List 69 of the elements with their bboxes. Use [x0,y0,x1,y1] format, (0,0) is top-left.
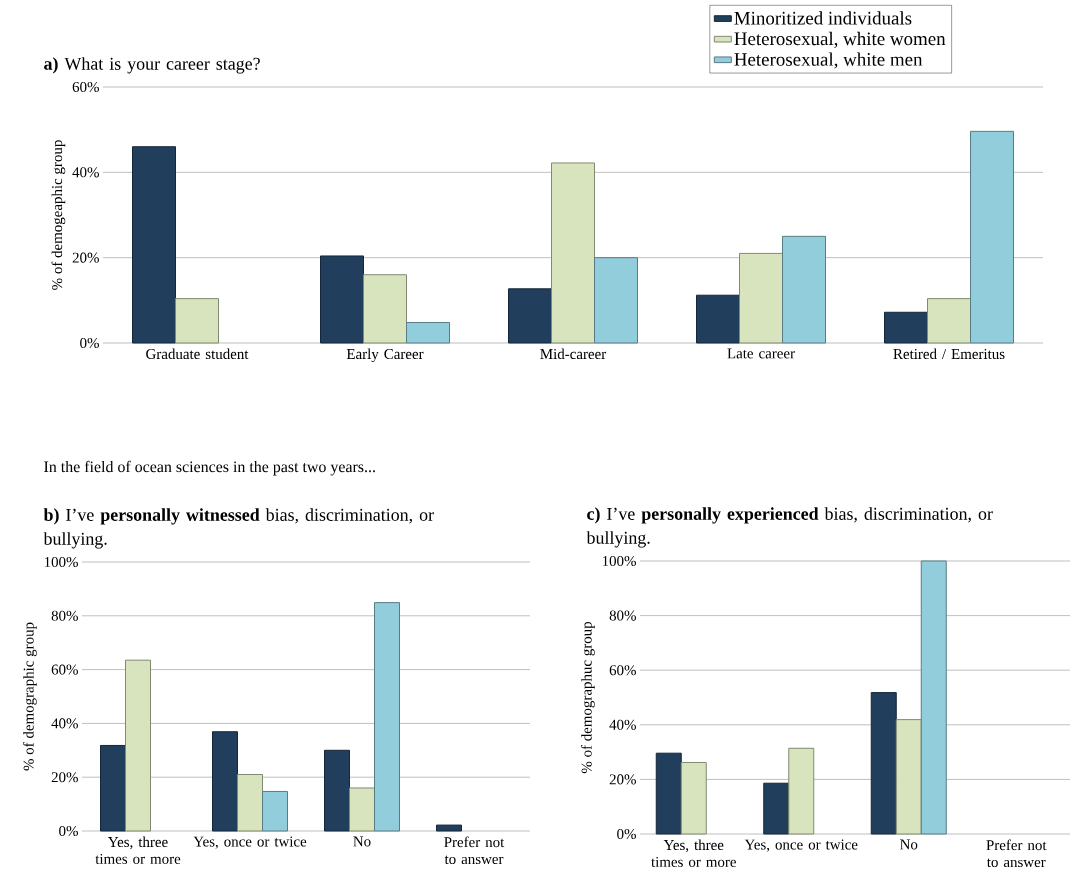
chart-title: c) I’ve personally experienced bias, discrimination, or bullying. [586,507,993,548]
bar [212,731,238,832]
x-tick-label: No [353,836,371,847]
bar [763,782,790,835]
y-tick-label: 0% [80,337,99,349]
y-tick-label: 60% [609,665,636,676]
bar [125,659,151,832]
bar [363,274,407,344]
x-tick-label: Yes, once or twice [744,839,858,852]
y-axis-title: % of demogeaphic group [51,140,66,290]
bar [320,255,364,344]
y-tick-label: 80% [51,610,78,621]
bar [551,162,595,344]
bar [436,824,462,832]
chart-title: b) I’ve personally witnessed bias, discrimination, or bullying. [43,508,434,549]
x-tick-label: Yes, three times or more [651,839,736,867]
x-tick-label: Retired / Emeritus [893,348,1005,360]
y-tick-label: 40% [72,167,99,178]
bar [884,311,929,344]
x-tick-label: Yes, once or twice [193,836,307,849]
bar [895,719,922,835]
chart-title: a) What is your career stage? [44,57,260,74]
bar [927,298,972,344]
bar [594,257,638,344]
bar [132,146,176,344]
bar [324,749,350,832]
bar [870,692,897,835]
y-tick-label: 60% [51,664,78,675]
bar [782,235,827,344]
x-tick-label: Late career [727,348,795,359]
x-tick-label: Graduate student [146,348,249,360]
text: In the field of ocean sciences in the past two years... [44,460,375,476]
x-tick-label: Yes, three times or more [95,836,181,864]
x-tick-label: Prefer not to answer [986,839,1047,868]
bar [970,130,1015,344]
legend-label: Heterosexual, white women [734,31,946,48]
y-tick-label: 20% [72,252,99,263]
y-tick-label: 0% [59,825,78,837]
y-tick-label: 40% [609,719,636,730]
y-axis-title: % of demographic group [23,622,37,771]
y-tick-label: 60% [72,81,99,93]
bar [655,752,682,835]
legend-label: Minoritized individuals [734,11,912,25]
bar [920,560,947,835]
bar [175,298,219,344]
y-tick-label: 0% [617,828,636,840]
y-axis-title: % of demographuc group [581,621,595,774]
x-tick-label: No [900,839,918,850]
bar [349,787,375,832]
bar [100,744,126,832]
y-tick-label: 20% [609,774,636,785]
y-tick-label: 20% [51,772,78,783]
bar [696,294,740,344]
bar [406,322,450,344]
x-tick-label: Prefer not to answer [444,836,505,865]
bar [788,747,815,835]
bar [262,790,288,832]
y-tick-label: 100% [44,556,78,568]
legend-label: Heterosexual, white men [734,52,923,69]
y-tick-label: 80% [609,610,636,621]
x-tick-label: Mid-career [540,348,607,360]
bar [374,602,400,832]
y-tick-label: 100% [602,555,636,567]
bar [739,252,784,344]
x-tick-label: Early Career [346,348,424,363]
bar [237,774,263,832]
bar [680,761,707,835]
y-tick-label: 40% [51,718,78,729]
bar [508,288,552,344]
